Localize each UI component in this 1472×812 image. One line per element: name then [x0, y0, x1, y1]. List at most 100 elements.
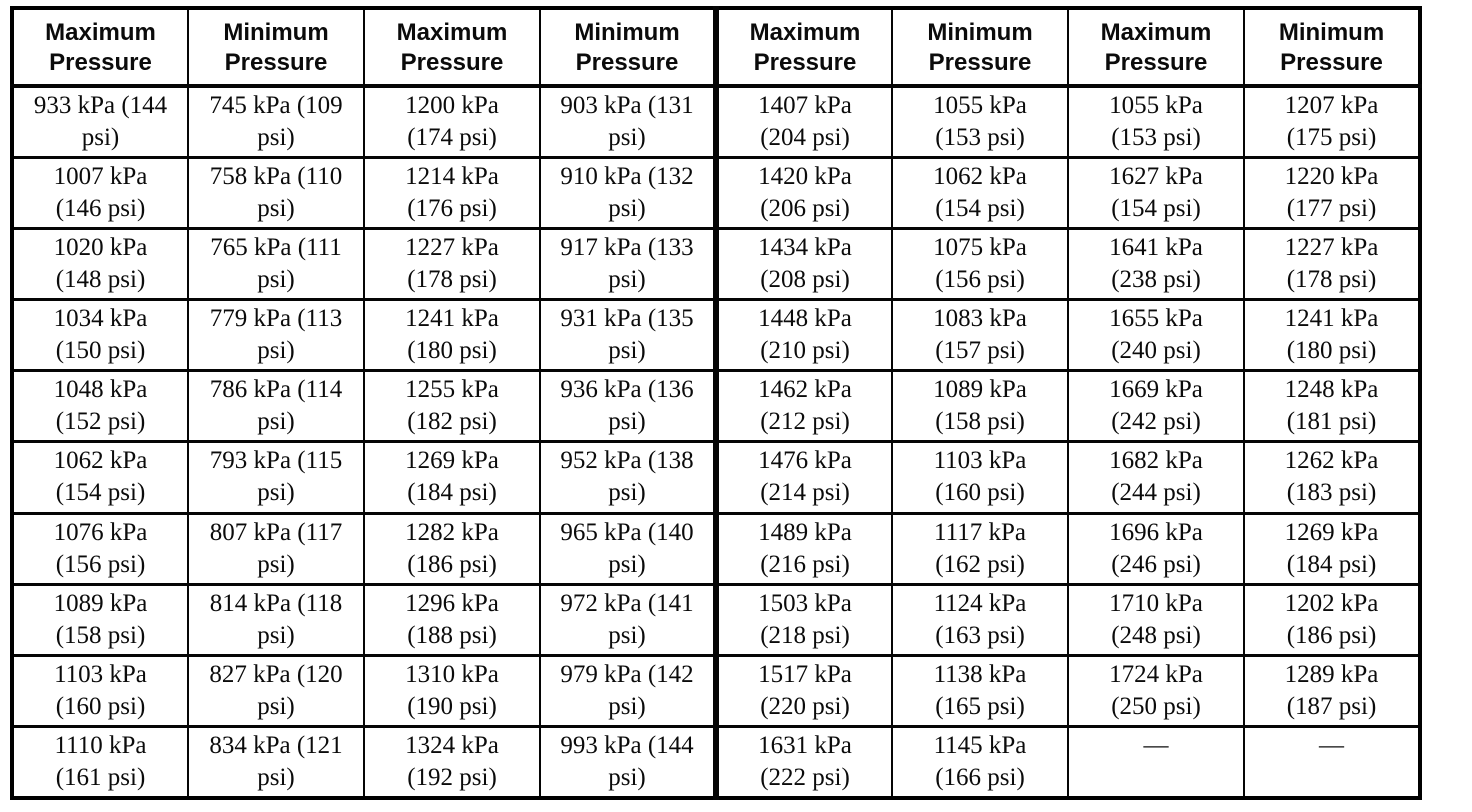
table-cell: 1269 kPa (184 psi)	[363, 440, 541, 515]
table-cell: 1055 kPa (153 psi)	[1067, 84, 1245, 159]
column-header-max-4: Maximum Pressure	[1067, 6, 1245, 88]
table-cell: 1489 kPa (216 psi)	[713, 511, 893, 586]
table-cell: 993 kPa (144 psi)	[539, 725, 717, 800]
table-cell: 1220 kPa (177 psi)	[1243, 155, 1421, 230]
table-cell: 786 kPa (114 psi)	[187, 369, 365, 444]
table-cell: 779 kPa (113 psi)	[187, 298, 365, 373]
header-row: Maximum Pressure Minimum Pressure Maximu…	[11, 6, 1421, 88]
table-cell: 933 kPa (144 psi)	[11, 84, 189, 159]
table-cell: 910 kPa (132 psi)	[539, 155, 717, 230]
column-header-min-3: Minimum Pressure	[891, 6, 1069, 88]
table-cell: 952 kPa (138 psi)	[539, 440, 717, 515]
pressure-table: Maximum Pressure Minimum Pressure Maximu…	[10, 6, 1422, 800]
table-cell: 1631 kPa (222 psi)	[713, 725, 893, 800]
table-cell: 1202 kPa (186 psi)	[1243, 582, 1421, 658]
table-cell: 1269 kPa (184 psi)	[1243, 511, 1421, 586]
table-cell: 1117 kPa (162 psi)	[891, 511, 1069, 586]
table-cell: 1076 kPa (156 psi)	[11, 511, 189, 586]
table-cell: 1089 kPa (158 psi)	[891, 369, 1069, 444]
table-cell: 1214 kPa (176 psi)	[363, 155, 541, 230]
table-row: 1007 kPa (146 psi) 758 kPa (110 psi) 121…	[11, 155, 1421, 230]
table-cell: 1710 kPa (248 psi)	[1067, 582, 1245, 658]
table-cell: 1207 kPa (175 psi)	[1243, 84, 1421, 159]
table-cell: 745 kPa (109 psi)	[187, 84, 365, 159]
table-cell: 1696 kPa (246 psi)	[1067, 511, 1245, 586]
table-row: 1089 kPa (158 psi) 814 kPa (118 psi) 129…	[11, 582, 1421, 658]
table-row: 933 kPa (144 psi) 745 kPa (109 psi) 1200…	[11, 84, 1421, 159]
column-header-max-3: Maximum Pressure	[713, 6, 893, 88]
table-cell: 1034 kPa (150 psi)	[11, 298, 189, 373]
table-cell: 1241 kPa (180 psi)	[1243, 298, 1421, 373]
table-cell: 758 kPa (110 psi)	[187, 155, 365, 230]
table-cell: 931 kPa (135 psi)	[539, 298, 717, 373]
table-cell: 1517 kPa (220 psi)	[713, 653, 893, 729]
table-cell: 1200 kPa (174 psi)	[363, 84, 541, 159]
table-cell: 1503 kPa (218 psi)	[713, 582, 893, 658]
table-row: 1103 kPa (160 psi) 827 kPa (120 psi) 131…	[11, 653, 1421, 729]
table-cell: 1262 kPa (183 psi)	[1243, 440, 1421, 515]
table-cell: 1241 kPa (180 psi)	[363, 298, 541, 373]
table-cell: 1462 kPa (212 psi)	[713, 369, 893, 444]
table-cell: 1289 kPa (187 psi)	[1243, 653, 1421, 729]
table-cell: 1324 kPa (192 psi)	[363, 725, 541, 800]
table-cell: 1641 kPa (238 psi)	[1067, 226, 1245, 302]
column-header-min-2: Minimum Pressure	[539, 6, 717, 88]
table-cell: 1048 kPa (152 psi)	[11, 369, 189, 444]
table-cell: 1075 kPa (156 psi)	[891, 226, 1069, 302]
table-cell: 827 kPa (120 psi)	[187, 653, 365, 729]
table-cell: 1682 kPa (244 psi)	[1067, 440, 1245, 515]
table-cell: 1145 kPa (166 psi)	[891, 725, 1069, 800]
table-cell: —	[1243, 725, 1421, 800]
table-row: 1062 kPa (154 psi) 793 kPa (115 psi) 126…	[11, 440, 1421, 515]
table-cell: 807 kPa (117 psi)	[187, 511, 365, 586]
table-cell: 1227 kPa (178 psi)	[363, 226, 541, 302]
table-cell: 1296 kPa (188 psi)	[363, 582, 541, 658]
table-cell: 1007 kPa (146 psi)	[11, 155, 189, 230]
table-cell: 1124 kPa (163 psi)	[891, 582, 1069, 658]
table-cell: 814 kPa (118 psi)	[187, 582, 365, 658]
table-cell: 1310 kPa (190 psi)	[363, 653, 541, 729]
table-cell: 1103 kPa (160 psi)	[11, 653, 189, 729]
table-cell: 1055 kPa (153 psi)	[891, 84, 1069, 159]
table-cell: 1669 kPa (242 psi)	[1067, 369, 1245, 444]
table-cell: 979 kPa (142 psi)	[539, 653, 717, 729]
column-header-max-1: Maximum Pressure	[11, 6, 189, 88]
table-cell: 1138 kPa (165 psi)	[891, 653, 1069, 729]
table-cell: 765 kPa (111 psi)	[187, 226, 365, 302]
table-row: 1076 kPa (156 psi) 807 kPa (117 psi) 128…	[11, 511, 1421, 586]
table-cell: 1110 kPa (161 psi)	[11, 725, 189, 800]
column-header-max-2: Maximum Pressure	[363, 6, 541, 88]
table-cell: 936 kPa (136 psi)	[539, 369, 717, 444]
table-cell: 1248 kPa (181 psi)	[1243, 369, 1421, 444]
table-row: 1048 kPa (152 psi) 786 kPa (114 psi) 125…	[11, 369, 1421, 444]
table-cell: 1089 kPa (158 psi)	[11, 582, 189, 658]
table-cell: 1724 kPa (250 psi)	[1067, 653, 1245, 729]
table-cell: 1062 kPa (154 psi)	[11, 440, 189, 515]
table-row: 1110 kPa (161 psi) 834 kPa (121 psi) 132…	[11, 725, 1421, 800]
table-cell: 1083 kPa (157 psi)	[891, 298, 1069, 373]
table-cell: 1227 kPa (178 psi)	[1243, 226, 1421, 302]
table-cell: 972 kPa (141 psi)	[539, 582, 717, 658]
table-cell: 903 kPa (131 psi)	[539, 84, 717, 159]
table-row: 1020 kPa (148 psi) 765 kPa (111 psi) 122…	[11, 226, 1421, 302]
column-header-min-4: Minimum Pressure	[1243, 6, 1421, 88]
table-cell: 1420 kPa (206 psi)	[713, 155, 893, 230]
table-cell: 1476 kPa (214 psi)	[713, 440, 893, 515]
table-cell: 1434 kPa (208 psi)	[713, 226, 893, 302]
table-cell: 834 kPa (121 psi)	[187, 725, 365, 800]
table-cell: 1062 kPa (154 psi)	[891, 155, 1069, 230]
table-cell: 793 kPa (115 psi)	[187, 440, 365, 515]
column-header-min-1: Minimum Pressure	[187, 6, 365, 88]
table-cell: 1627 kPa (154 psi)	[1067, 155, 1245, 230]
table-cell: 1020 kPa (148 psi)	[11, 226, 189, 302]
table-cell: 1655 kPa (240 psi)	[1067, 298, 1245, 373]
table-cell: 965 kPa (140 psi)	[539, 511, 717, 586]
table-cell: 1255 kPa (182 psi)	[363, 369, 541, 444]
table-cell: —	[1067, 725, 1245, 800]
table-cell: 1407 kPa (204 psi)	[713, 84, 893, 159]
table-cell: 917 kPa (133 psi)	[539, 226, 717, 302]
table-cell: 1282 kPa (186 psi)	[363, 511, 541, 586]
table-cell: 1448 kPa (210 psi)	[713, 298, 893, 373]
table-row: 1034 kPa (150 psi) 779 kPa (113 psi) 124…	[11, 298, 1421, 373]
